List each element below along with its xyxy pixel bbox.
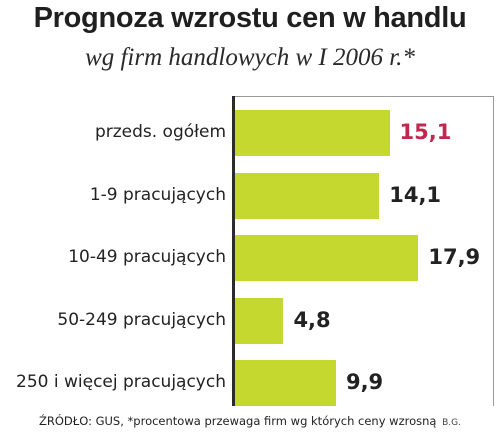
data-label: 9,9: [345, 370, 384, 394]
category-label: przeds. ogółem: [94, 122, 226, 142]
data-label: 15,1: [399, 120, 452, 144]
category-label: 10-49 pracujących: [68, 247, 226, 267]
data-label: 17,9: [428, 245, 481, 269]
data-label: 14,1: [389, 182, 442, 207]
source-note: ŹRÓDŁO: GUS, *procentowa przewaga firm w…: [0, 414, 500, 428]
category-label: 250 i więcej pracujących: [16, 372, 226, 392]
bar: [234, 297, 284, 344]
bar: [234, 360, 336, 406]
chart-frame: [232, 96, 494, 406]
category-axis-line: [232, 96, 235, 406]
chart-subtitle: wg firm handlowych w I 2006 r.*: [85, 44, 415, 71]
data-label: 4,8: [293, 307, 331, 332]
category-label: 1-9 pracujących: [89, 184, 226, 205]
source-text: ŹRÓDŁO: GUS, *procentowa przewaga firm w…: [38, 414, 437, 428]
bar: [234, 235, 419, 281]
bar: [234, 110, 390, 156]
bar: [234, 172, 380, 219]
author-credit: B.G.: [442, 418, 461, 428]
category-label: 50-249 pracujących: [57, 309, 226, 330]
chart-title: Prognoza wzrostu cen w handlu: [33, 2, 467, 34]
